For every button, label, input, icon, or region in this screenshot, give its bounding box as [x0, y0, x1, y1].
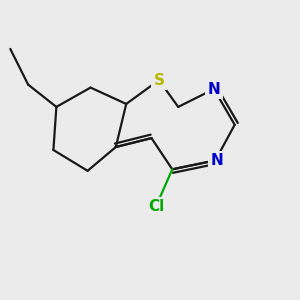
- Text: N: N: [211, 153, 223, 168]
- Text: Cl: Cl: [148, 199, 164, 214]
- Text: S: S: [153, 73, 164, 88]
- Text: N: N: [208, 82, 220, 97]
